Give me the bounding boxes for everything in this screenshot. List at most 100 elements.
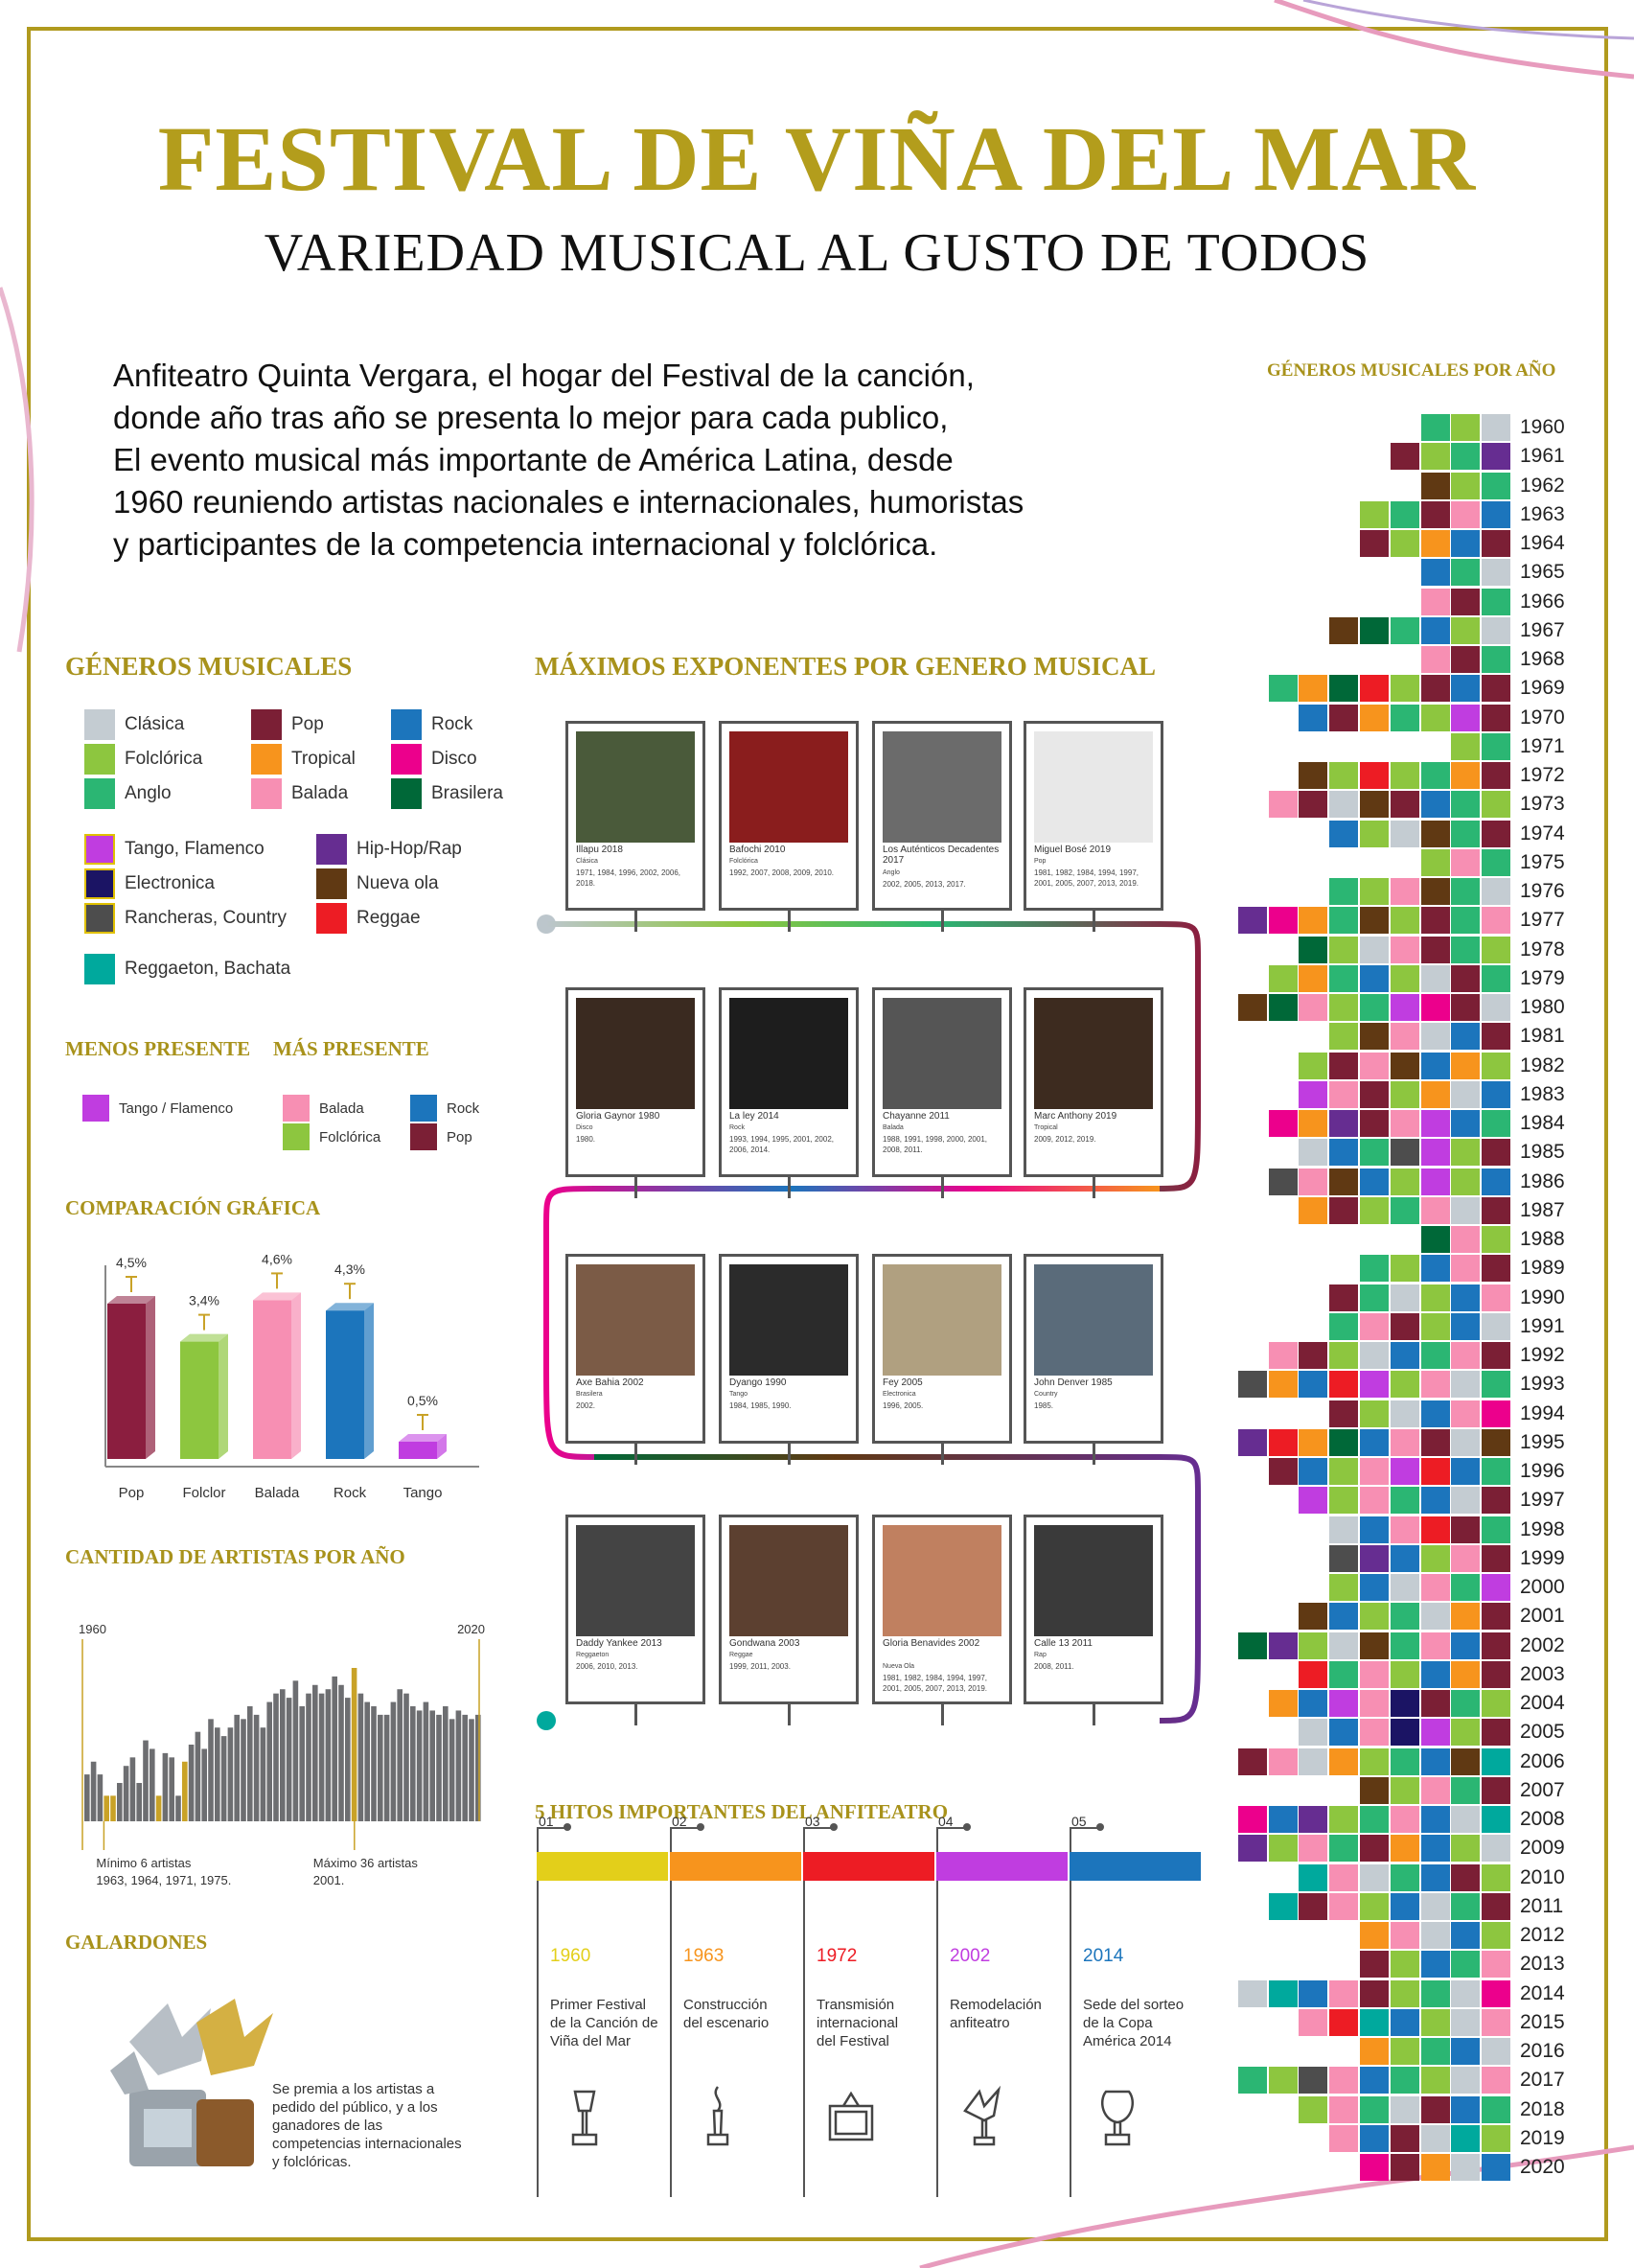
- artist-card[interactable]: Fey 2005 Electronica 1996, 2005.: [872, 1254, 1012, 1444]
- genre-year-cell: [1268, 1892, 1298, 1920]
- artist-photo: [729, 731, 848, 843]
- artists-year-bar: [188, 1745, 195, 1821]
- artist-card[interactable]: Illapu 2018 Clásica 1971, 1984, 1996, 2002…: [565, 721, 705, 911]
- genre-year-cell: [1451, 1951, 1481, 1979]
- year-label: 1976: [1520, 880, 1565, 902]
- artist-genre: Electronica: [883, 1391, 916, 1398]
- genre-year-cell: [1299, 1719, 1328, 1747]
- genre-swatch: [391, 778, 422, 809]
- artist-card[interactable]: Axe Bahia 2002 Brasilera 2002.: [565, 1254, 705, 1444]
- year-label: 1982: [1520, 1053, 1565, 1076]
- genre-legend-item: Electronica: [84, 868, 215, 899]
- genre-year-cell: [1390, 1776, 1419, 1804]
- genre-year-cell: [1451, 1979, 1481, 2007]
- artist-card[interactable]: Gloria Benavides 2002 Nueva Ola 1981, 1982…: [872, 1515, 1012, 1704]
- genre-year-cell: [1482, 1776, 1511, 1804]
- artist-genre: Brasilera: [576, 1391, 603, 1398]
- genre-year-cell: [1451, 414, 1481, 441]
- genre-year-cell: [1420, 559, 1450, 587]
- genre-year-cell: [1237, 907, 1267, 935]
- artist-photo: [576, 998, 695, 1109]
- artist-card[interactable]: Daddy Yankee 2013 Reggaeton 2006, 2010, 20…: [565, 1515, 705, 1704]
- genre-year-cell: [1482, 2154, 1511, 2181]
- year-label: 1969: [1520, 677, 1565, 700]
- genre-year-cell: [1268, 964, 1298, 992]
- artist-card[interactable]: John Denver 1985 Country 1985.: [1024, 1254, 1163, 1444]
- genre-label: Folclórica: [125, 749, 203, 769]
- artist-photo: [729, 1264, 848, 1376]
- genre-year-cell: [1237, 1747, 1267, 1775]
- genre-year-cell: [1390, 1747, 1419, 1775]
- awards-text-line: ganadores de las: [272, 2118, 383, 2134]
- artists-min-years: 1963, 1964, 1971, 1975.: [96, 1873, 231, 1887]
- genre-year-cell: [1237, 1835, 1267, 1863]
- genre-year-cell: [1268, 1371, 1298, 1399]
- artist-name: Los Auténticos Decadentes 2017: [883, 845, 1000, 866]
- artist-card[interactable]: Miguel Bosé 2019 Pop 1981, 1982, 1984, 199…: [1024, 721, 1163, 911]
- artist-photo: [883, 998, 1001, 1109]
- genre-year-cell: [1451, 1603, 1481, 1631]
- year-label: 1998: [1520, 1517, 1565, 1540]
- artist-years: 1993, 1994, 1995, 2001, 2002, 2006, 2014…: [729, 1135, 834, 1154]
- artists-year-bar: [410, 1706, 416, 1821]
- genre-year-cell: [1451, 1863, 1481, 1891]
- artist-years: 1992, 2007, 2008, 2009, 2010.: [729, 868, 834, 877]
- artist-card[interactable]: Los Auténticos Decadentes 2017 Anglo 2002,…: [872, 721, 1012, 911]
- genre-year-cell: [1482, 1312, 1511, 1340]
- year-label: 1967: [1520, 618, 1565, 641]
- genre-year-cell: [1299, 1371, 1328, 1399]
- genre-year-cell: [1420, 1458, 1450, 1485]
- intro-line: y participantes de la competencia intern…: [113, 526, 938, 562]
- genre-year-cell: [1451, 848, 1481, 876]
- genre-year-cell: [1451, 1632, 1481, 1659]
- artists-year-bar: [215, 1727, 220, 1821]
- tv-icon-shape: [828, 2091, 874, 2141]
- comparison-category-label: Rock: [334, 1485, 367, 1501]
- artist-name: Bafochi 2010: [729, 845, 786, 855]
- year-label: 2000: [1520, 1576, 1565, 1598]
- artists-year-bar: [90, 1761, 97, 1821]
- artist-card[interactable]: Bafochi 2010 Folclórica 1992, 2007, 2008, …: [719, 721, 859, 911]
- genre-year-cell: [1360, 1371, 1389, 1399]
- artists-year-bar: [253, 1714, 260, 1821]
- artists-year-bar: [436, 1714, 442, 1821]
- genre-year-cell: [1299, 2067, 1328, 2094]
- artist-card[interactable]: Gloria Gaynor 1980 Disco 1980.: [565, 987, 705, 1177]
- genre-year-cell: [1360, 675, 1389, 703]
- genre-swatch: [316, 903, 347, 934]
- artist-genre: Country: [1034, 1391, 1058, 1398]
- genre-year-cell: [1299, 791, 1328, 819]
- genre-year-cell: [1329, 2124, 1359, 2152]
- genre-year-cell: [1390, 2095, 1419, 2123]
- artist-card[interactable]: Dyango 1990 Tango 1984, 1985, 1990.: [719, 1254, 859, 1444]
- genre-year-cell: [1451, 616, 1481, 644]
- artist-card[interactable]: La ley 2014 Rock 1993, 1994, 1995, 2001, 2…: [719, 987, 859, 1177]
- genre-year-cell: [1420, 1196, 1450, 1224]
- artist-card[interactable]: Calle 13 2011 Rap 2008, 2011.: [1024, 1515, 1163, 1704]
- genre-swatch: [84, 834, 115, 865]
- genre-year-cell: [1329, 1979, 1359, 2007]
- year-label: 2006: [1520, 1749, 1565, 1772]
- genre-year-cell: [1451, 1428, 1481, 1456]
- genre-year-cell: [1329, 907, 1359, 935]
- artist-card[interactable]: Chayanne 2011 Balada 1988, 1991, 1998, 200…: [872, 987, 1012, 1177]
- genre-year-cell: [1390, 936, 1419, 963]
- milestone-description-line: Transmisión: [817, 1997, 895, 2013]
- genre-year-cell: [1390, 1371, 1419, 1399]
- genre-year-cell: [1451, 732, 1481, 760]
- genre-year-cell: [1451, 1312, 1481, 1340]
- artists-year-bar: [234, 1714, 240, 1821]
- genre-year-cell: [1420, 443, 1450, 471]
- genre-year-cell: [1299, 1892, 1328, 1920]
- artists-year-bar: [299, 1706, 305, 1821]
- genre-swatch: [316, 834, 347, 865]
- genre-year-cell: [1299, 1603, 1328, 1631]
- genre-year-cell: [1390, 1863, 1419, 1891]
- comparison-bar: [107, 1304, 146, 1459]
- card-connector: [634, 1177, 637, 1198]
- artist-card[interactable]: Marc Anthony 2019 Tropical 2009, 2012, 201…: [1024, 987, 1163, 1177]
- genre-year-cell: [1420, 704, 1450, 731]
- artists-year-bar: [423, 1701, 429, 1821]
- artists-year-bar: [129, 1757, 136, 1821]
- artist-card[interactable]: Gondwana 2003 Reggae 1999, 2011, 2003.: [719, 1515, 859, 1704]
